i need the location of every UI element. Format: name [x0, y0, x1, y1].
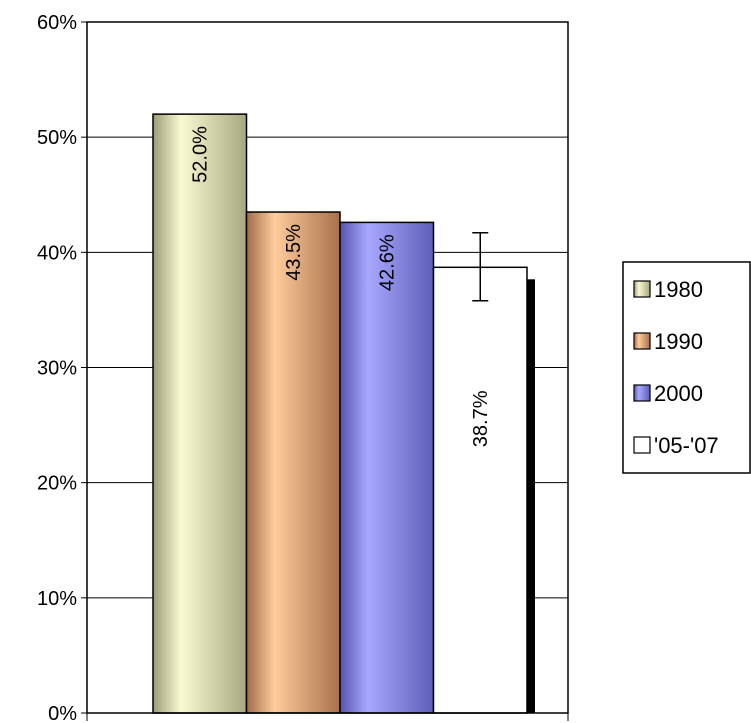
- bar-group-1990: 43.5%: [245, 211, 341, 714]
- data-label: 42.6%: [377, 234, 399, 291]
- y-tick-label: 10%: [37, 588, 77, 610]
- y-tick-label: 20%: [37, 473, 77, 495]
- legend: 1980 1990 2000 '05-'07: [622, 261, 751, 474]
- data-label: 52.0%: [190, 126, 212, 183]
- legend-swatch: [633, 280, 651, 298]
- legend-label: '05-'07: [654, 433, 719, 458]
- bar: [432, 266, 528, 714]
- bar-shadow: [527, 279, 535, 713]
- plot-border: [86, 21, 569, 714]
- legend-label: 1990: [654, 329, 703, 354]
- bar: [245, 211, 341, 714]
- legend-swatch: [633, 384, 651, 402]
- data-label: 38.7%: [470, 390, 492, 447]
- legend-item: 2000: [633, 381, 703, 406]
- legend-swatch: [633, 332, 651, 350]
- legend-swatch: [633, 436, 651, 454]
- legend-label: 1980: [654, 277, 703, 302]
- legend-item: 1990: [633, 329, 703, 354]
- y-tick-label: 30%: [37, 358, 77, 380]
- legend-label: 2000: [654, 381, 703, 406]
- legend-item: '05-'07: [633, 433, 719, 458]
- y-axis-labels: 0% 10% 20% 30% 40% 50% 60%: [37, 12, 87, 723]
- plot-frame: [86, 21, 569, 721]
- y-tick-label: 0%: [48, 703, 77, 723]
- bar: [152, 113, 248, 714]
- y-tick-label: 60%: [37, 12, 77, 34]
- bar-group-2000: 42.6%: [339, 221, 435, 714]
- y-tick-label: 40%: [37, 242, 77, 264]
- data-label: 43.5%: [283, 224, 305, 281]
- bar-group-'05-'07: 38.7%: [432, 232, 535, 714]
- legend-item: 1980: [633, 277, 703, 302]
- bar: [339, 221, 435, 714]
- bar-group-1980: 52.0%: [152, 113, 248, 714]
- y-tick-label: 50%: [37, 127, 77, 149]
- bars: 52.0% 43.5% 42.6% 38.7%: [152, 113, 535, 714]
